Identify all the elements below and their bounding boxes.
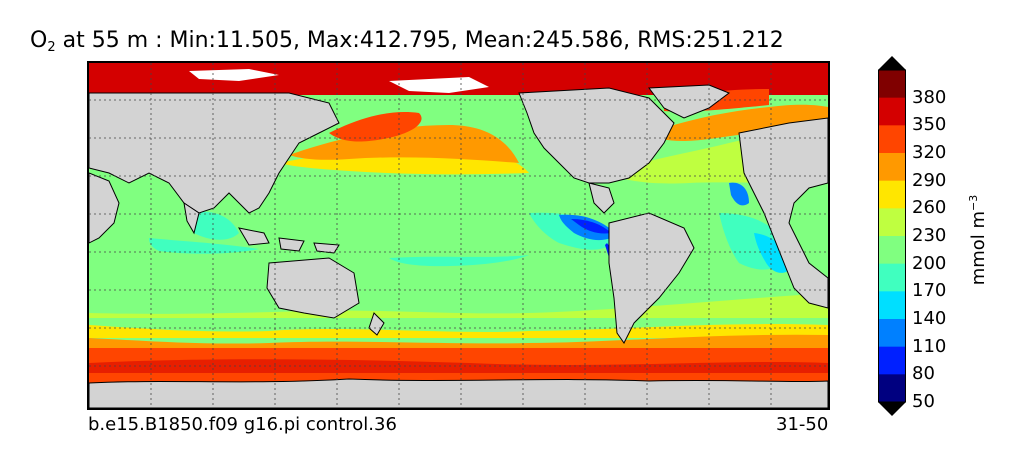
colorbar-segment	[878, 70, 906, 99]
colorbar-segment	[878, 263, 906, 292]
case-name: b.e15.B1850.f09 g16.pi control.36	[88, 414, 397, 435]
colorbar-segment	[878, 208, 906, 237]
units-prefix: mmol m	[968, 210, 989, 286]
colorbar-segment	[878, 346, 906, 375]
sea-ice	[189, 69, 489, 93]
colorbar-segment	[878, 319, 906, 348]
colorbar-segment	[878, 153, 906, 182]
land-masses	[89, 84, 828, 408]
units-exponent: −3	[967, 194, 980, 211]
colorbar-tick-label: 380	[912, 86, 947, 108]
years-label: 31-50	[776, 414, 829, 435]
colorbar-segment	[878, 180, 906, 209]
colorbar-tick-label: 290	[912, 169, 947, 191]
colorbar-tick-label: 350	[912, 114, 947, 136]
colorbar-tick-label: 200	[912, 252, 947, 274]
title-species: O	[30, 28, 48, 53]
colorbar	[878, 56, 906, 416]
map-title: O2 at 55 m : Min:11.505, Max:412.795, Me…	[30, 28, 784, 55]
colorbar-outline	[878, 69, 906, 403]
map-svg	[89, 63, 828, 408]
colorbar-extend-max	[878, 56, 906, 70]
colorbar-tick-label: 110	[912, 335, 947, 357]
colorbar-tick-label: 230	[912, 225, 947, 246]
colorbar-segment	[878, 236, 906, 265]
colorbar-segment	[878, 97, 906, 126]
title-subscript: 2	[47, 40, 56, 55]
colorbar-segment	[878, 374, 906, 403]
colorbar-tick-label: 80	[912, 363, 935, 385]
map-frame	[87, 61, 830, 410]
colorbar-segments	[878, 70, 906, 403]
colorbar-tick-label: 260	[912, 197, 947, 219]
colorbar-tick-label: 140	[912, 308, 947, 329]
gridlines	[89, 63, 828, 408]
colorbar-units: mmol m−3	[967, 195, 989, 286]
colorbar-extend-min	[878, 402, 906, 416]
colorbar-tick-label: 170	[912, 280, 947, 302]
colorbar-segment	[878, 125, 906, 154]
colorbar-segment	[878, 291, 906, 320]
colorbar-tick-label: 320	[912, 142, 947, 163]
title-text: at 55 m : Min:11.505, Max:412.795, Mean:…	[55, 28, 784, 53]
colorbar-tick-label: 50	[912, 391, 935, 412]
